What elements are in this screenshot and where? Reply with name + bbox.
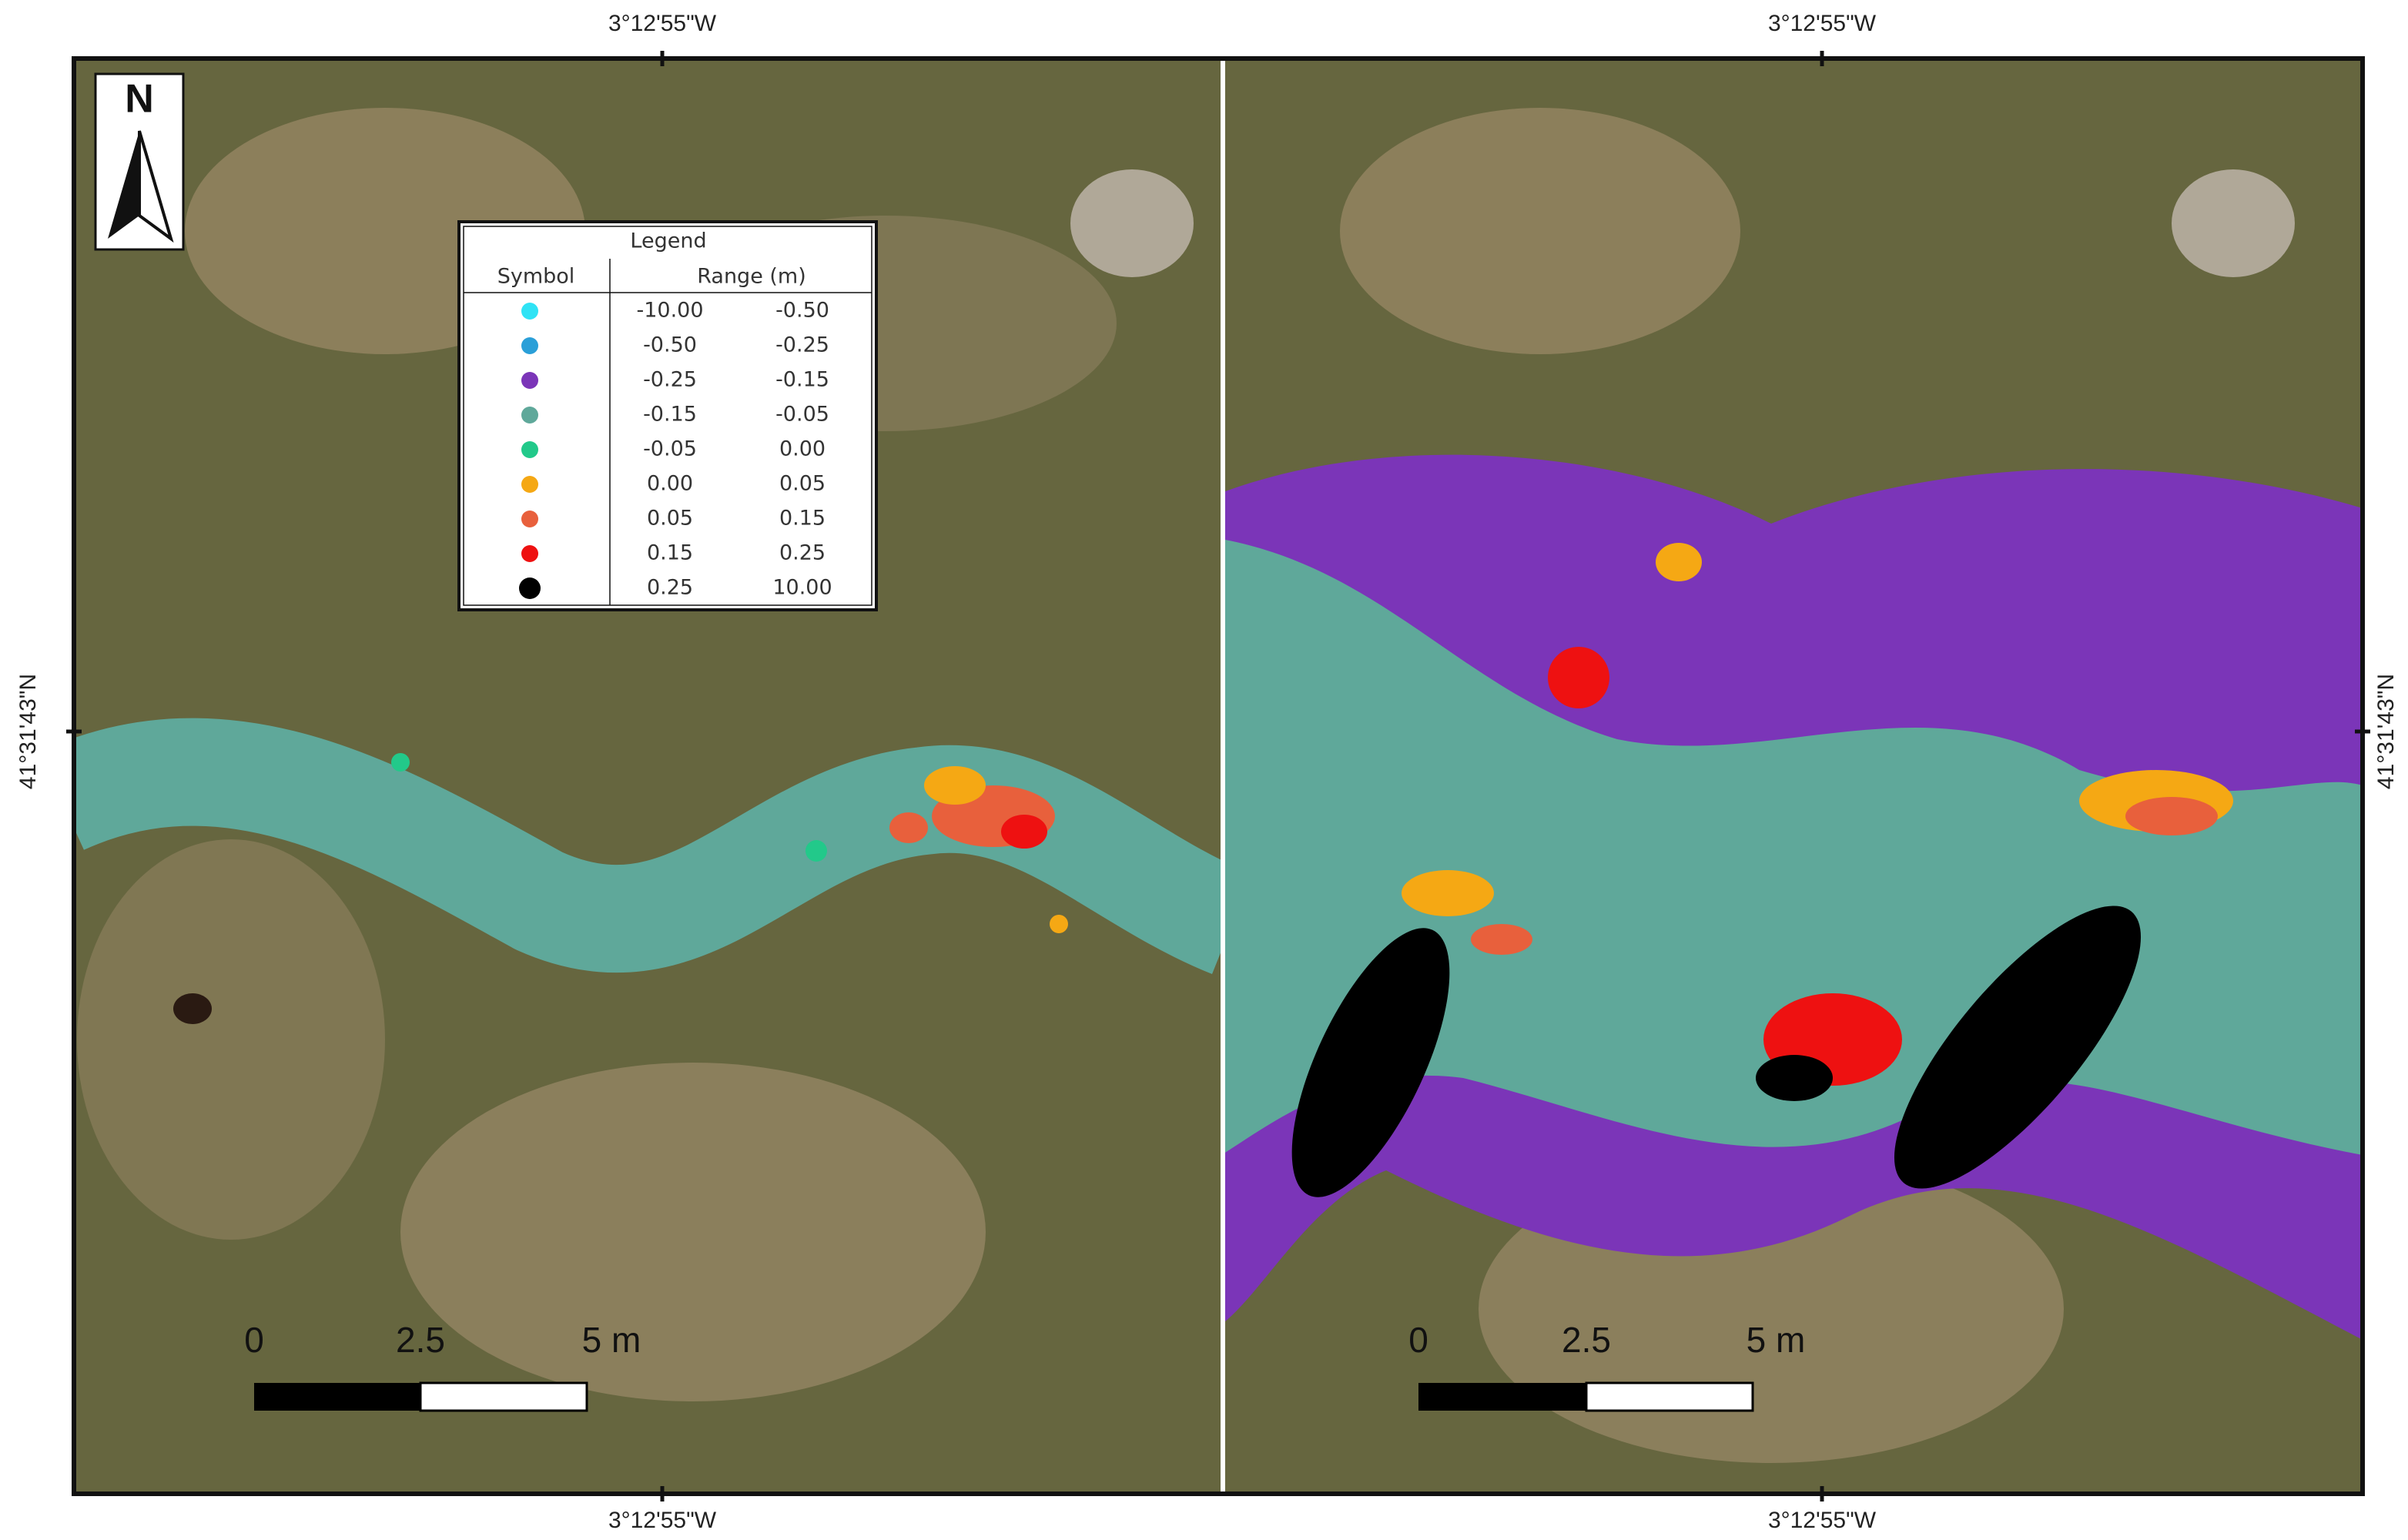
right-panel	[1224, 59, 2363, 1494]
legend-range-max: 10.00	[772, 576, 832, 600]
legend-symbol	[521, 372, 538, 389]
north-label: N	[125, 77, 154, 122]
legend-range-max: 0.05	[779, 472, 826, 496]
scale-bar-label: 0	[1408, 1320, 1428, 1360]
legend-symbol	[521, 407, 538, 424]
legend-symbol	[521, 441, 538, 458]
coordinate-label: 41°31'43"N	[15, 674, 41, 789]
legend-range-min: -0.25	[643, 368, 697, 392]
legend-range-min: 0.00	[647, 472, 693, 496]
legend-symbol	[521, 303, 538, 320]
legend-range-max: -0.15	[775, 368, 829, 392]
scale-bar-label: 5 m	[1747, 1320, 1806, 1360]
legend-range-min: 0.05	[647, 507, 693, 531]
coordinate-label: 3°12'55"W	[1768, 1508, 1877, 1533]
legend-header: Range (m)	[697, 265, 806, 289]
legend-symbol	[521, 511, 538, 527]
north-arrow: N	[94, 72, 185, 251]
coordinate-label: 3°12'55"W	[608, 1508, 717, 1533]
legend-symbol	[521, 545, 538, 562]
coordinate-label: 3°12'55"W	[608, 11, 717, 36]
legend-range-max: 0.00	[779, 437, 826, 461]
scale-bar-label: 5 m	[582, 1320, 641, 1360]
scale-bar	[254, 1381, 1754, 1412]
legend-range-min: -0.05	[643, 437, 697, 461]
legend-range-min: 0.25	[647, 576, 693, 600]
scale-bar-label: 2.5	[1562, 1320, 1611, 1360]
legend-range-min: -10.00	[636, 299, 703, 323]
map-frame	[72, 56, 2365, 1496]
coordinate-label: 3°12'55"W	[1768, 11, 1877, 36]
legend-range-min: -0.15	[643, 403, 697, 427]
legend-range-max: -0.50	[775, 299, 829, 323]
legend-header: Symbol	[497, 265, 575, 289]
coordinate-label: 41°31'43"N	[2373, 674, 2399, 789]
scale-bar-label: 2.5	[396, 1320, 445, 1360]
legend-symbol	[521, 476, 538, 493]
legend-range-max: 0.25	[779, 541, 826, 565]
frame-ticks	[66, 51, 2370, 1502]
legend-range-min: -0.50	[643, 333, 697, 357]
legend-title: Legend	[630, 229, 706, 253]
legend-range-max: -0.05	[775, 403, 829, 427]
legend-range-max: 0.15	[779, 507, 826, 531]
legend-symbol	[519, 578, 541, 599]
legend-range-max: -0.25	[775, 333, 829, 357]
legend: Legend Symbol Range (m) -10.00 -0.50 -0.50…	[457, 220, 878, 611]
legend-range-min: 0.15	[647, 541, 693, 565]
legend-symbol	[521, 337, 538, 354]
scale-bar-label: 0	[244, 1320, 264, 1360]
